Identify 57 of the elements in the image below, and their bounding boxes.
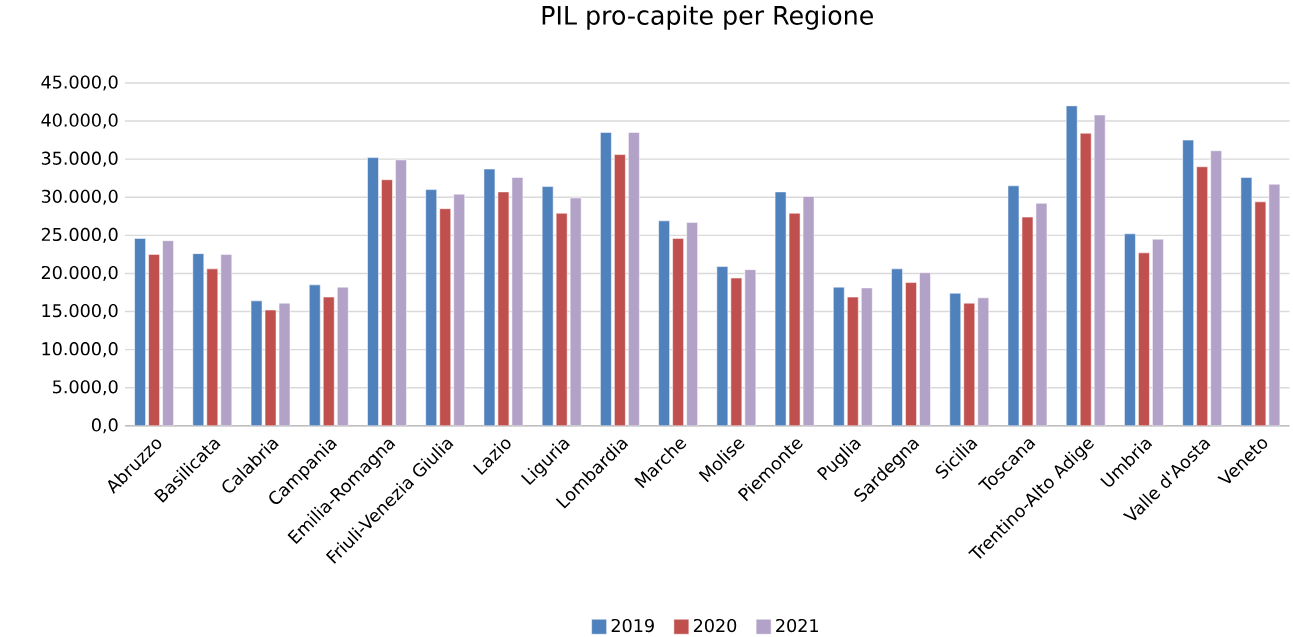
y-tick-label: 0,0 bbox=[91, 418, 118, 434]
bar bbox=[425, 189, 437, 426]
bar bbox=[1065, 105, 1078, 426]
bar bbox=[439, 208, 451, 426]
bar bbox=[162, 240, 174, 426]
bar bbox=[658, 220, 670, 426]
bar bbox=[1196, 166, 1208, 426]
y-tick-label: 35.000,0 bbox=[41, 151, 118, 167]
bar bbox=[220, 254, 233, 426]
bar bbox=[833, 287, 845, 426]
y-tick-label: 25.000,0 bbox=[41, 227, 118, 243]
bar bbox=[192, 253, 205, 426]
bar bbox=[1210, 150, 1222, 426]
bar bbox=[1093, 114, 1106, 426]
bar bbox=[963, 303, 976, 426]
y-tick-label: 15.000,0 bbox=[42, 304, 118, 320]
bar bbox=[949, 293, 962, 426]
bar bbox=[395, 159, 407, 426]
bar bbox=[569, 197, 582, 426]
bar bbox=[905, 282, 917, 426]
bar bbox=[322, 296, 335, 426]
bar bbox=[453, 194, 465, 426]
y-tick-label: 30.000,0 bbox=[41, 189, 118, 205]
bar bbox=[628, 132, 640, 426]
bar bbox=[614, 154, 626, 426]
bar bbox=[134, 238, 146, 426]
bar bbox=[381, 179, 393, 426]
bar bbox=[891, 268, 903, 426]
bar bbox=[367, 157, 379, 426]
bar bbox=[148, 254, 160, 426]
bar bbox=[1182, 139, 1194, 426]
bar bbox=[744, 269, 757, 426]
y-tick-label: 45.000,0 bbox=[41, 75, 118, 91]
y-tick-label: 40.000,0 bbox=[41, 113, 118, 129]
bar bbox=[336, 287, 349, 426]
bar bbox=[847, 296, 859, 426]
bar bbox=[600, 132, 612, 426]
y-tick-label: 10.000,0 bbox=[42, 342, 118, 358]
bar bbox=[919, 272, 931, 426]
bar bbox=[1152, 239, 1164, 426]
bar bbox=[541, 186, 554, 426]
legend-label: 2020 bbox=[693, 619, 737, 633]
bar bbox=[1138, 252, 1150, 426]
bar bbox=[555, 213, 568, 426]
bar bbox=[861, 287, 873, 426]
bar bbox=[1079, 133, 1092, 426]
chart-title: PIL pro-capite per Regione bbox=[542, 5, 873, 30]
y-tick-label: 5.000,0 bbox=[53, 380, 118, 396]
bar bbox=[672, 238, 684, 426]
bar bbox=[1124, 233, 1136, 426]
bar bbox=[977, 297, 990, 426]
legend-label: 2019 bbox=[611, 619, 654, 633]
bar bbox=[206, 268, 219, 426]
y-tick-label: 20.000,0 bbox=[41, 266, 118, 282]
legend-label: 2021 bbox=[776, 619, 818, 633]
bar bbox=[309, 284, 321, 426]
bar bbox=[686, 222, 698, 426]
